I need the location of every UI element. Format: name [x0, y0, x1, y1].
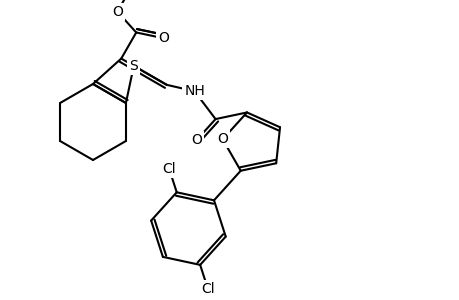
Text: O: O	[158, 31, 169, 45]
Text: O: O	[191, 133, 202, 147]
Text: NH: NH	[184, 84, 205, 98]
Text: O: O	[217, 132, 228, 146]
Text: S: S	[129, 59, 138, 73]
Text: Cl: Cl	[162, 161, 175, 176]
Text: O: O	[112, 4, 123, 19]
Text: Cl: Cl	[201, 282, 214, 296]
